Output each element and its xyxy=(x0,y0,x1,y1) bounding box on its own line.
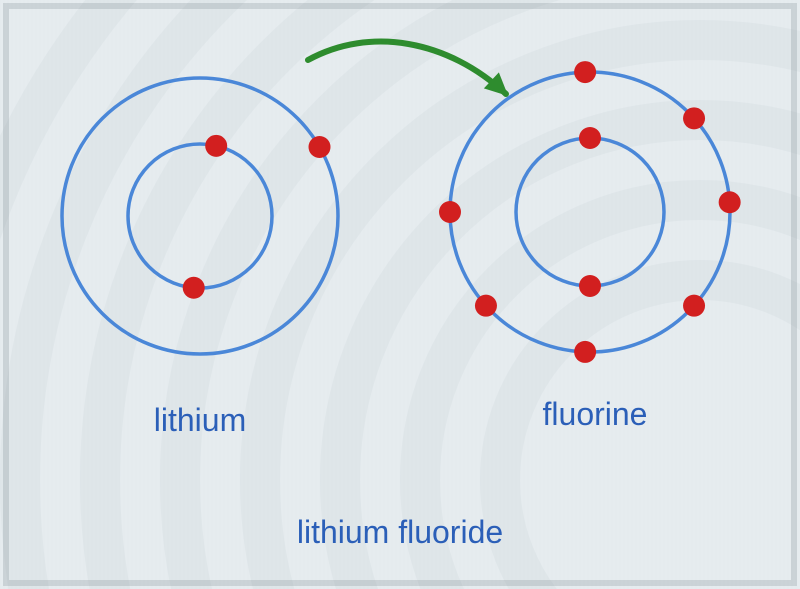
fluorine-electron-3 xyxy=(683,107,705,129)
lithium-electron-0 xyxy=(205,135,227,157)
fluorine-electron-0 xyxy=(579,127,601,149)
lithium-electron-1 xyxy=(183,277,205,299)
lithium-shell-1 xyxy=(62,78,338,354)
fluorine-electron-7 xyxy=(475,295,497,317)
fluorine-electron-2 xyxy=(574,61,596,83)
fluorine-electron-5 xyxy=(683,295,705,317)
lithium-shell-0 xyxy=(128,144,272,288)
fluorine-shell-0 xyxy=(516,138,664,286)
fluorine-electron-1 xyxy=(579,275,601,297)
electron-transfer-arrow xyxy=(308,42,506,94)
atom-label-fluorine: fluorine xyxy=(543,396,648,433)
atom-label-lithium: lithium xyxy=(154,402,246,439)
lithium-electron-2 xyxy=(309,136,331,158)
fluorine-electron-4 xyxy=(719,191,741,213)
fluorine-electron-8 xyxy=(439,201,461,223)
fluorine-electron-6 xyxy=(574,341,596,363)
bohr-diagram xyxy=(0,0,800,589)
compound-label: lithium fluoride xyxy=(297,514,503,551)
